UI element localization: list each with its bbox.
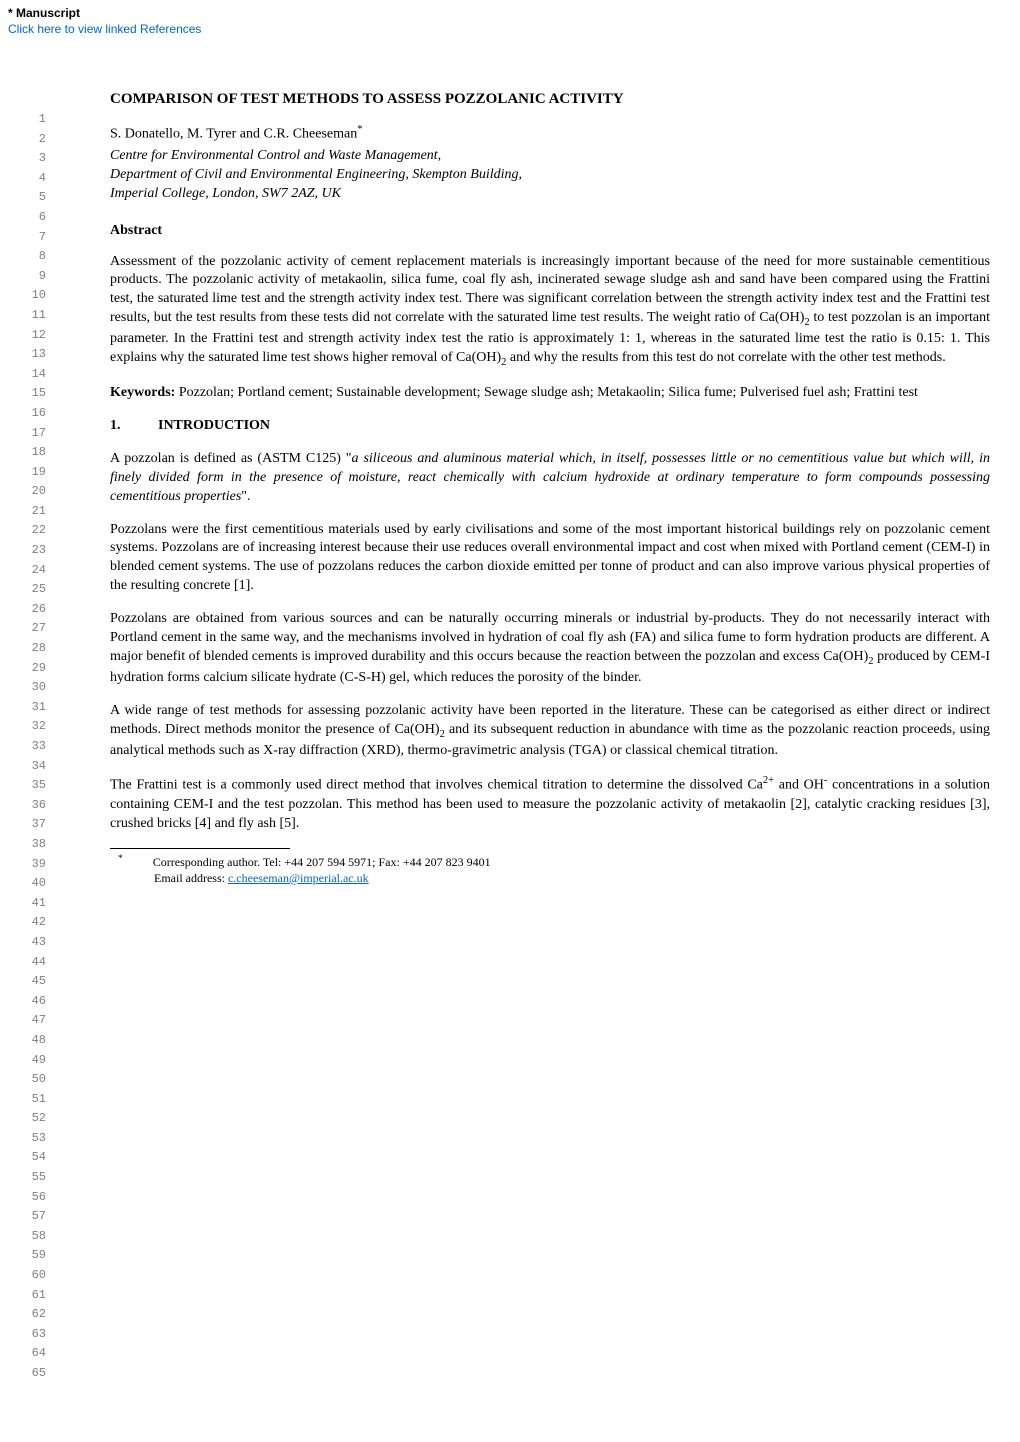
footnote-email-link[interactable]: c.cheeseman@imperial.ac.uk [228,871,369,885]
abstract-text-3: and why the results from this test do no… [506,350,945,365]
footnote: * Corresponding author. Tel: +44 207 594… [110,853,990,886]
affiliation-1: Centre for Environmental Control and Was… [110,147,990,166]
keywords-paragraph: Keywords: Pozzolan; Portland cement; Sus… [110,384,990,403]
authors-text: S. Donatello, M. Tyrer and C.R. Cheesema… [110,127,357,142]
keywords-text: Pozzolan; Portland cement; Sustainable d… [175,385,918,400]
keywords-label: Keywords: [110,385,175,400]
intro-paragraph-3: Pozzolans are obtained from various sour… [110,610,990,688]
section-1-title: INTRODUCTION [158,418,270,433]
affiliation-2: Department of Civil and Environmental En… [110,166,990,185]
paper-title: COMPARISON OF TEST METHODS TO ASSESS POZ… [110,89,990,109]
corresponding-marker: * [357,124,362,135]
abstract-paragraph: Assessment of the pozzolanic activity of… [110,253,990,371]
footnote-separator [110,848,290,849]
section-1-number: 1. [110,417,158,436]
superscript-2plus: 2+ [763,775,774,786]
p3-a: Pozzolans are obtained from various sour… [110,611,990,664]
section-1-heading: 1.INTRODUCTION [110,417,990,436]
line-number-gutter: 1 2 3 4 5 6 7 8 910111213141516171819202… [18,110,46,1384]
footnote-line-1: Corresponding author. Tel: +44 207 594 5… [153,855,491,869]
p5-a: The Frattini test is a commonly used dir… [110,778,763,793]
intro-paragraph-2: Pozzolans were the first cementitious ma… [110,521,990,597]
p5-b: and OH [774,778,824,793]
intro-paragraph-5: The Frattini test is a commonly used dir… [110,774,990,833]
abstract-heading: Abstract [110,222,990,241]
footnote-line-2-pre: Email address: [154,871,228,885]
footnote-marker: * [118,853,123,864]
intro-paragraph-1: A pozzolan is defined as (ASTM C125) "a … [110,450,990,507]
manuscript-label: * Manuscript [8,6,80,20]
view-references-link[interactable]: Click here to view linked References [8,22,1012,38]
p1-a: A pozzolan is defined as (ASTM C125) " [110,451,352,466]
intro-paragraph-4: A wide range of test methods for assessi… [110,702,990,761]
p1-b: ". [241,489,250,504]
page-content: COMPARISON OF TEST METHODS TO ASSESS POZ… [110,39,990,886]
affiliation-3: Imperial College, London, SW7 2AZ, UK [110,185,990,204]
manuscript-header: * Manuscript Click here to view linked R… [0,0,1020,39]
authors: S. Donatello, M. Tyrer and C.R. Cheesema… [110,123,990,145]
